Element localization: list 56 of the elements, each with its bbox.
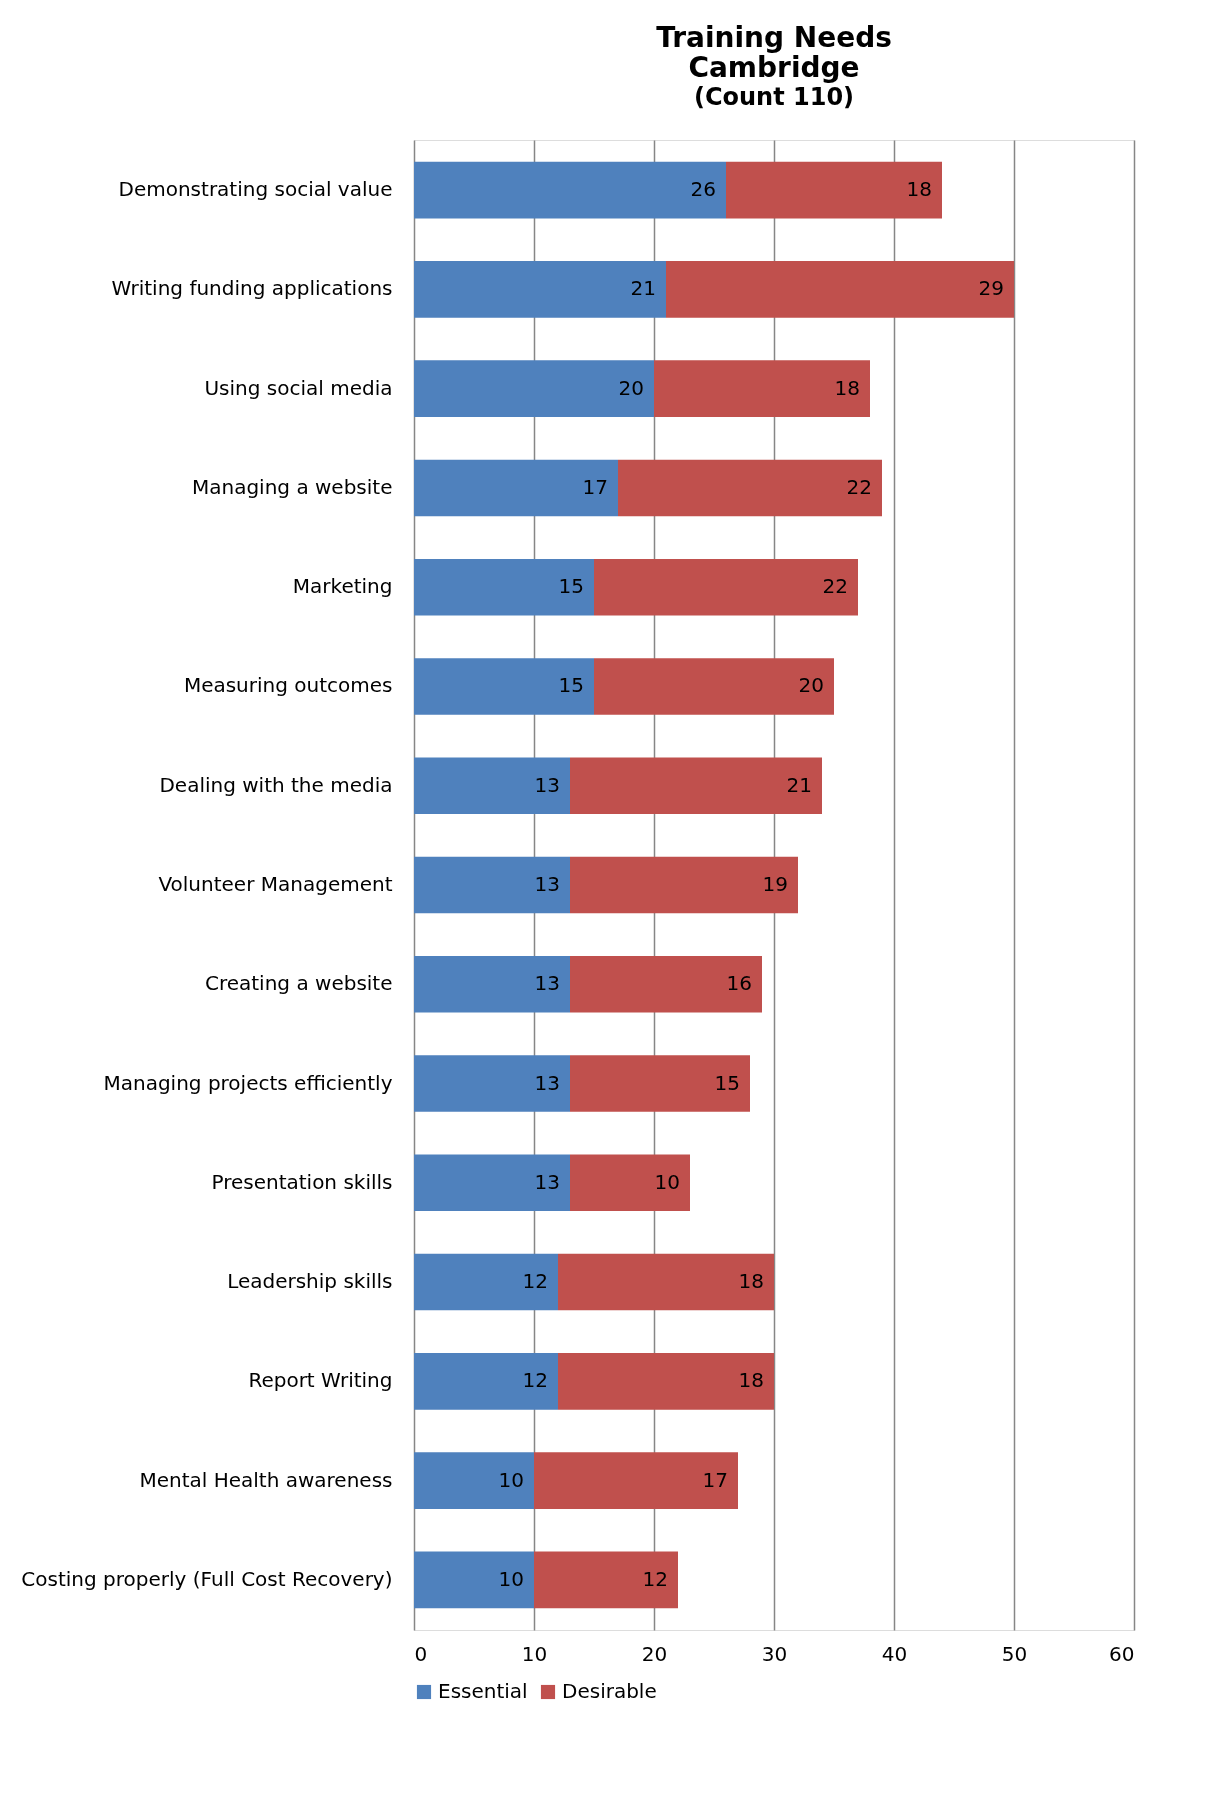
data-label: 19 bbox=[762, 872, 788, 896]
data-label: 20 bbox=[618, 375, 644, 400]
x-tick-label: 30 bbox=[761, 1641, 788, 1666]
x-tick-label: 10 bbox=[521, 1641, 548, 1666]
data-label: 12 bbox=[642, 1566, 668, 1591]
data-label: 15 bbox=[558, 673, 584, 698]
x-tick-label: 60 bbox=[1109, 1641, 1135, 1666]
data-label: 21 bbox=[630, 276, 656, 301]
data-label: 21 bbox=[786, 772, 812, 797]
y-tick-label: Managing a website bbox=[191, 474, 393, 499]
data-label: 22 bbox=[846, 474, 872, 499]
y-tick-label: Report Writing bbox=[248, 1368, 393, 1393]
data-label: 13 bbox=[534, 872, 560, 896]
x-tick-label: 50 bbox=[1001, 1641, 1028, 1666]
y-tick-label: Measuring outcomes bbox=[183, 673, 393, 698]
data-label: 12 bbox=[522, 1269, 548, 1294]
y-tick-label: Using social media bbox=[204, 375, 393, 400]
data-label: 15 bbox=[714, 1070, 740, 1095]
y-tick-label: Costing properly (Full Cost Recovery) bbox=[21, 1566, 393, 1591]
y-tick-label: Dealing with the media bbox=[159, 772, 393, 797]
legend-label: Desirable bbox=[562, 1679, 657, 1703]
y-tick-label: Mental Health awareness bbox=[139, 1467, 393, 1492]
chart-subtitle: (Count 110) bbox=[693, 83, 855, 111]
data-label: 10 bbox=[654, 1169, 680, 1194]
y-tick-label: Marketing bbox=[292, 574, 393, 599]
data-label: 18 bbox=[834, 375, 860, 400]
y-tick-label: Presentation skills bbox=[211, 1169, 393, 1194]
y-tick-label: Leadership skills bbox=[227, 1269, 393, 1294]
data-label: 22 bbox=[822, 574, 848, 599]
data-label: 10 bbox=[498, 1566, 524, 1591]
data-label: 29 bbox=[978, 276, 1004, 301]
data-label: 16 bbox=[726, 971, 752, 996]
data-label: 18 bbox=[738, 1368, 764, 1393]
legend-label: Essential bbox=[438, 1679, 528, 1703]
data-label: 20 bbox=[798, 673, 824, 698]
data-label: 15 bbox=[558, 574, 584, 599]
data-label: 18 bbox=[906, 177, 932, 202]
data-label: 10 bbox=[498, 1467, 524, 1492]
y-tick-label: Managing projects efficiently bbox=[103, 1070, 393, 1095]
data-label: 17 bbox=[702, 1467, 728, 1492]
data-label: 26 bbox=[690, 177, 716, 202]
x-tick-label: 20 bbox=[641, 1641, 668, 1666]
y-tick-label: Demonstrating social value bbox=[118, 177, 393, 202]
data-label: 13 bbox=[534, 971, 560, 996]
data-label: 13 bbox=[534, 772, 560, 797]
x-tick-label: 0 bbox=[414, 1641, 428, 1666]
text: Training Needs bbox=[656, 21, 892, 54]
y-tick-label: Volunteer Management bbox=[158, 872, 393, 896]
data-label: 13 bbox=[534, 1169, 560, 1194]
y-tick-label: Writing funding applications bbox=[111, 276, 393, 301]
data-label: 13 bbox=[534, 1070, 560, 1095]
data-label: 12 bbox=[522, 1368, 548, 1393]
data-label: 18 bbox=[738, 1269, 764, 1294]
y-tick-label: Creating a website bbox=[204, 971, 393, 996]
x-tick-label: 40 bbox=[881, 1641, 908, 1666]
data-label: 17 bbox=[582, 474, 608, 499]
